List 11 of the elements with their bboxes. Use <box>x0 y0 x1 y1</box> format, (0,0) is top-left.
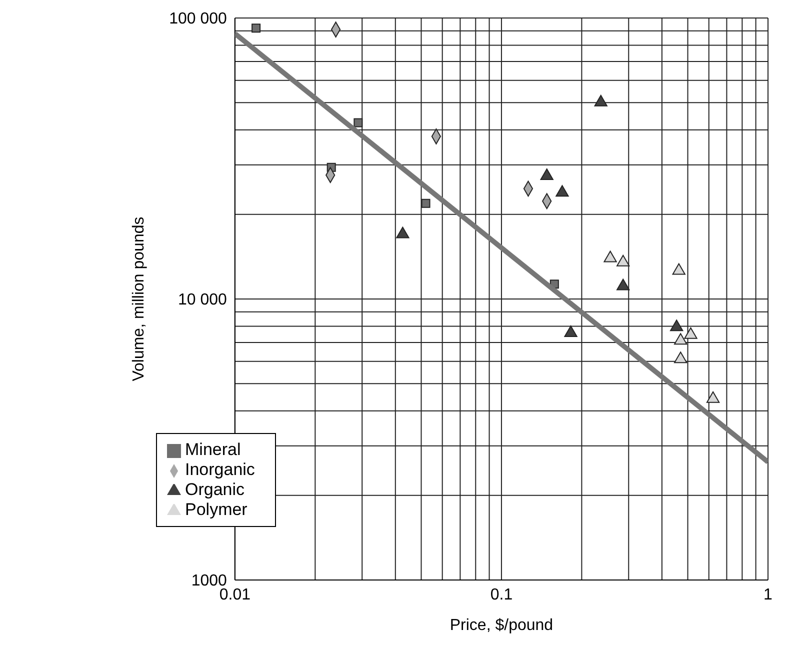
x-tick-label: 0.01 <box>219 586 251 604</box>
legend-label: Polymer <box>185 500 248 519</box>
x-tick-label: 0.1 <box>490 586 513 604</box>
x-axis-title: Price, $/pound <box>450 617 554 634</box>
y-axis-title: Volume, million pounds <box>130 216 148 382</box>
y-tick-label: 10 000 <box>178 292 228 309</box>
x-tick-label: 1 <box>764 586 773 604</box>
legend-label: Mineral <box>185 440 241 459</box>
legend-label: Inorganic <box>185 460 255 479</box>
legend-label: Organic <box>185 480 245 499</box>
y-tick-label: 100 000 <box>169 10 228 28</box>
